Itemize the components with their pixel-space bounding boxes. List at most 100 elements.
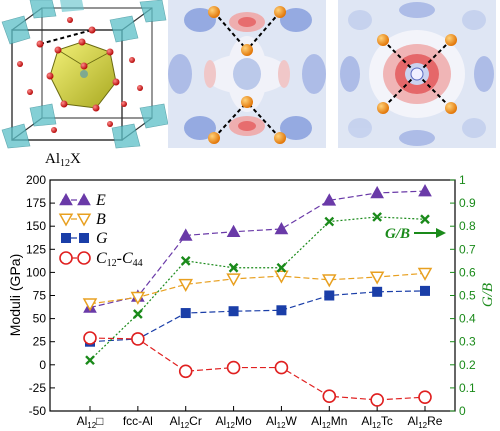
x-tick-label-base: Al (170, 414, 181, 428)
gb-annotation: G/B (385, 226, 410, 242)
y-tick-label: 50 (33, 312, 47, 326)
x-tick-label: Al12Mo (215, 414, 252, 430)
series-line-e (89, 190, 426, 309)
structure-caption-sub: 12 (60, 158, 70, 169)
x-tick-label: Al12□ (77, 414, 104, 430)
svg-text:Al12X: Al12X (45, 151, 81, 169)
y2-tick-label: 0 (459, 404, 466, 418)
charge-density-map-left (168, 0, 326, 148)
y-tick-label: 125 (26, 242, 46, 256)
y-tick-label: 150 (26, 219, 46, 233)
y2-tick-label: 0.1 (459, 381, 476, 395)
x-tick-label-sub: 12 (418, 421, 427, 430)
data-point-c12-c44 (274, 360, 289, 375)
y2-tick-label: 1 (459, 173, 466, 187)
data-point-b (82, 298, 98, 312)
data-point-g-b (228, 262, 239, 273)
x-tick-label-base: Al (215, 414, 226, 428)
x-tick-label-sub: 12 (87, 421, 96, 430)
y2-tick-label: 0.3 (459, 335, 476, 349)
data-point-g (324, 290, 335, 301)
data-point-g-b (372, 212, 382, 222)
x-tick-label-rest: Re (427, 414, 443, 428)
data-point-e (178, 228, 193, 241)
y2-tick-label: 0.9 (459, 196, 476, 210)
x-tick-label-base: fcc-Al (123, 414, 153, 428)
x-tick-label-rest: Mo (235, 414, 252, 428)
structure-caption-suffix: X (70, 151, 81, 167)
x-tick-label-rest: Cr (189, 414, 202, 428)
x-tick-label-sub: 12 (180, 421, 189, 430)
data-point-b (226, 273, 241, 287)
series-line-c12-c44 (89, 337, 426, 401)
data-point-c12-c44 (322, 389, 337, 404)
gb-arrow-head (436, 228, 446, 238)
legend-label-b: B (96, 211, 106, 228)
x-tick-label-rest: Tc (381, 414, 393, 428)
legend-marker-e (77, 192, 91, 206)
x-tick-label: Al12Tc (361, 414, 393, 430)
plot-frame (49, 179, 456, 412)
y-tick-label: -25 (29, 381, 47, 395)
legend-label-part: C (96, 250, 107, 267)
legend-label-c12-c44: C12-C44 (96, 250, 143, 269)
y-tick-label: 0 (39, 358, 46, 372)
y-tick-label: -50 (29, 404, 47, 418)
x-tick-label: Al12Re (408, 414, 443, 430)
data-point-b (130, 291, 146, 305)
x-tick-label-sub: 12 (372, 421, 381, 430)
legend-label-part: C (122, 250, 133, 267)
y-axis-label: Moduli (GPa) (7, 254, 23, 336)
x-tick-label: Al12Cr (170, 414, 202, 430)
data-point-c12-c44 (131, 332, 145, 346)
data-point-g (420, 285, 430, 296)
legend-marker-e (59, 192, 73, 206)
data-point-g-b (180, 256, 191, 266)
data-point-g (276, 305, 287, 316)
y-tick-label: 175 (26, 196, 46, 210)
data-point-b (322, 274, 337, 288)
y2-axis-label: G/B (480, 283, 496, 307)
x-tick-label: Al12Mn (311, 414, 347, 430)
legend-label-part: 12 (107, 258, 117, 269)
y2-tick-label: 0.5 (459, 289, 476, 303)
data-point-c12-c44 (178, 364, 193, 379)
legend-marker-g (61, 233, 71, 243)
x-tick-label-base: Al (408, 414, 419, 428)
crystal-structure-panel: Al12X (0, 0, 170, 169)
legend-marker-c12-c44 (77, 251, 91, 265)
legend-marker-b (76, 213, 92, 227)
x-tick-label-rest: Mn (331, 414, 348, 428)
x-tick-label: Al12W (266, 414, 298, 430)
x-tick-label-sub: 12 (277, 421, 286, 430)
data-point-g-b (420, 214, 430, 225)
y2-tick-label: 0.4 (459, 312, 476, 326)
data-point-b (417, 267, 433, 281)
legend-marker-g (79, 233, 89, 243)
x-tick-label-sub: 12 (322, 421, 331, 430)
legend-label-g: G (96, 230, 108, 247)
x-tick-label-rest: □ (96, 414, 103, 428)
legend-label-part: 44 (133, 258, 143, 269)
data-point-b (274, 270, 289, 284)
x-tick-label-base: Al (77, 414, 88, 428)
data-point-c12-c44 (226, 360, 241, 375)
x-tick-label-base: Al (311, 414, 322, 428)
data-point-g (180, 308, 191, 319)
data-point-g-b (133, 309, 143, 319)
y2-tick-label: 0.8 (459, 219, 476, 233)
x-tick-label-base: Al (266, 414, 277, 428)
x-tick-label-rest: W (286, 414, 298, 428)
data-point-g-b (276, 262, 287, 273)
data-point-c12-c44 (83, 331, 97, 345)
series-line-g-b (89, 216, 426, 361)
y2-tick-label: 0.7 (459, 242, 476, 256)
data-point-g-b (324, 216, 335, 227)
structure-caption: Al (45, 151, 60, 167)
legend-marker-c12-c44 (59, 251, 73, 265)
series-line-b (89, 272, 426, 305)
series-line-g (89, 290, 426, 343)
data-point-c12-c44 (418, 390, 432, 404)
legend-label-part: - (117, 250, 122, 267)
